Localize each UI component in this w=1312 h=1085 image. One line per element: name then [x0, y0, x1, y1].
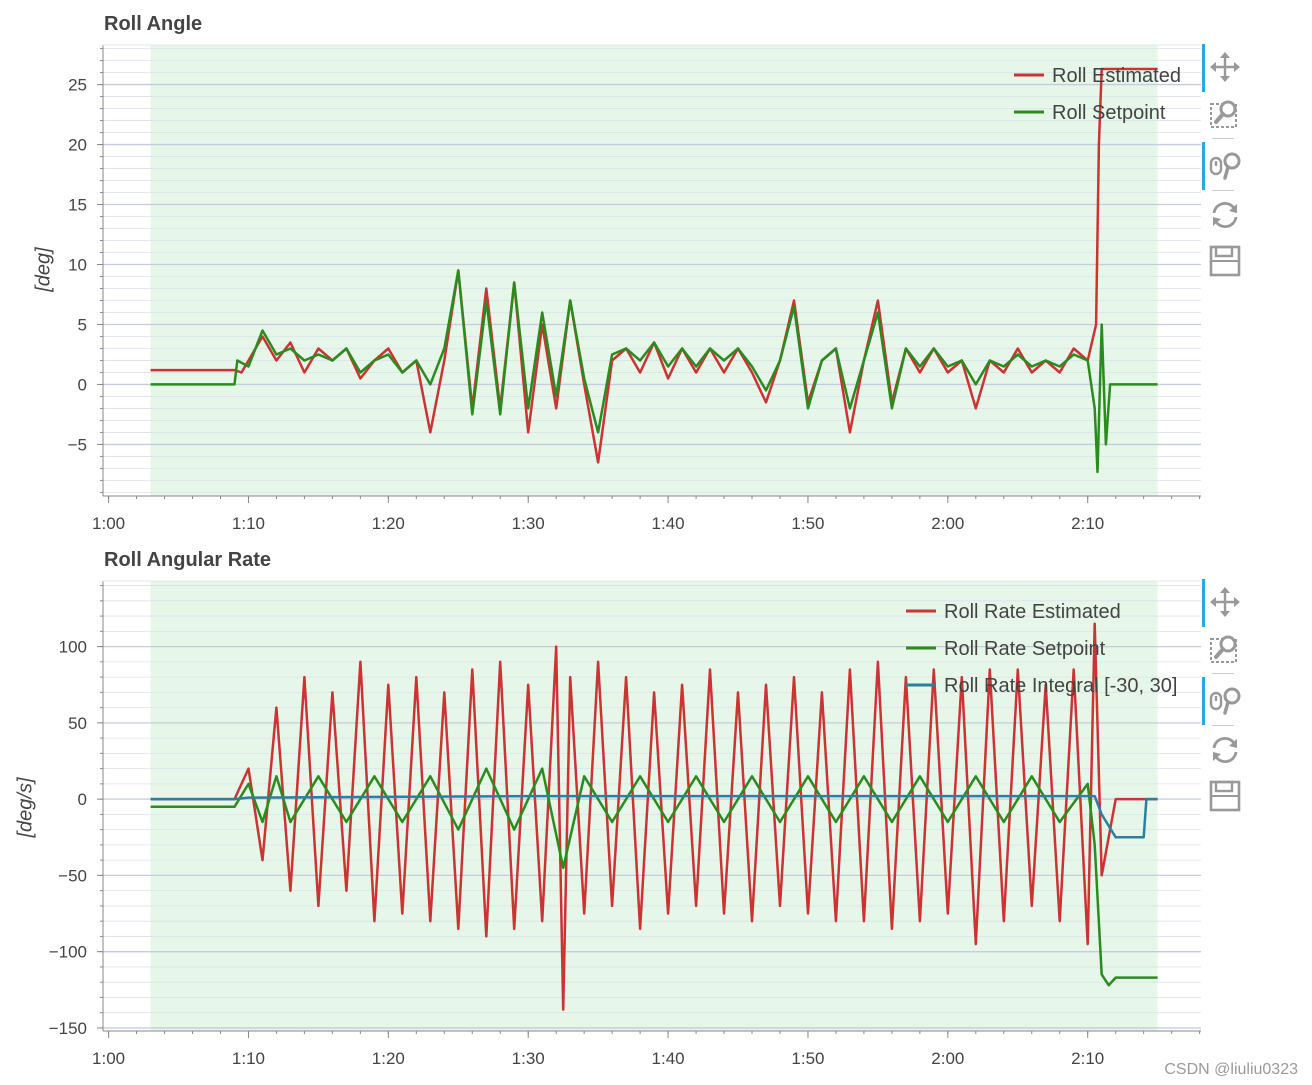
box-zoom-icon[interactable]: [1208, 96, 1242, 130]
roll-rate-title: Roll Angular Rate: [104, 549, 272, 571]
x-tick-label: 1:30: [512, 514, 545, 533]
watermark: CSDN @liuliu0323: [1164, 1061, 1298, 1078]
roll-angle-toolbar: [1202, 44, 1246, 294]
highlight-region: [150, 45, 1158, 496]
y-tick-label: −5: [68, 435, 87, 454]
legend-label: Roll Rate Integral [-30, 30]: [944, 675, 1177, 697]
x-tick-label: 1:40: [652, 514, 685, 533]
legend: Roll Estimated Roll Setpoint: [1014, 65, 1181, 124]
y-tick-label: 0: [78, 375, 87, 394]
x-tick-label: 1:10: [232, 514, 265, 533]
x-tick-label: 2:10: [1071, 1049, 1104, 1068]
reset-icon[interactable]: [1208, 733, 1242, 767]
y-tick-label: 100: [59, 638, 87, 657]
x-tick-label: 2:00: [931, 1049, 964, 1068]
x-tick-label: 2:00: [931, 514, 964, 533]
toolbar-separator: [1212, 725, 1234, 726]
y-tick-label: −150: [49, 1019, 87, 1038]
legend-label: Roll Setpoint: [1052, 102, 1166, 124]
x-tick-label: 1:20: [372, 1049, 405, 1068]
y-tick-label: 50: [68, 714, 87, 733]
toolbar-separator: [1212, 673, 1234, 674]
roll-angle-panel: Roll Angle [deg] 25 20 15 10 5 0 −5 1:00 1:10 1:2…: [0, 0, 1312, 540]
x-tick-label: 1:00: [92, 514, 125, 533]
y-tick-label: 15: [68, 196, 87, 215]
y-tick-label: 5: [78, 315, 87, 334]
x-tick-label: 1:50: [791, 1049, 824, 1068]
pan-active-indicator: [1202, 44, 1205, 92]
wheel-zoom-active-indicator: [1202, 677, 1205, 725]
series-line-roll-rate-integral-30-30: [150, 794, 1158, 839]
roll-angle-title: Roll Angle: [104, 13, 203, 35]
y-tick-label: 0: [78, 790, 87, 809]
roll-angle-chart[interactable]: 25 20 15 10 5 0 −5 1:00 1:10 1:20 1:30 1:40 1:50 2:00…: [0, 0, 1312, 540]
box-zoom-icon[interactable]: [1208, 631, 1242, 665]
legend: Roll Rate Estimated Roll Rate Setpoint Rol…: [906, 601, 1177, 697]
series-line-roll-setpoint: [150, 269, 1158, 474]
series-line-roll-estimated: [150, 67, 1158, 464]
y-tick-label: −50: [58, 866, 87, 885]
x-tick-label: 1:00: [92, 1049, 125, 1068]
x-tick-label: 2:10: [1071, 514, 1104, 533]
toolbar-separator: [1212, 190, 1234, 191]
legend-label: Roll Rate Setpoint: [944, 638, 1106, 660]
series-line-roll-rate-estimated: [150, 622, 1158, 1011]
legend-label: Roll Rate Estimated: [944, 601, 1121, 623]
reset-icon[interactable]: [1208, 198, 1242, 232]
x-tick-label: 1:50: [791, 514, 824, 533]
y-tick-label: 20: [68, 136, 87, 155]
legend-label: Roll Estimated: [1052, 65, 1181, 87]
pan-active-indicator: [1202, 579, 1205, 627]
roll-rate-toolbar: [1202, 579, 1246, 829]
toolbar-separator: [1212, 138, 1234, 139]
save-icon[interactable]: [1208, 244, 1242, 278]
y-tick-label: 10: [68, 256, 87, 275]
x-tick-label: 1:20: [372, 514, 405, 533]
y-tick-label: −100: [49, 943, 87, 962]
x-tick-label: 1:30: [512, 1049, 545, 1068]
wheel-zoom-active-indicator: [1202, 142, 1205, 190]
pan-icon[interactable]: [1208, 50, 1242, 84]
x-tick-label: 1:40: [652, 1049, 685, 1068]
wheel-zoom-icon[interactable]: [1208, 148, 1242, 182]
wheel-zoom-icon[interactable]: [1208, 683, 1242, 717]
roll-rate-chart[interactable]: 100 50 0 −50 −100 −150 1:00 1:10 1:20 1:30 1:40 1:5…: [0, 540, 1312, 1085]
series-line-roll-rate-setpoint: [150, 767, 1158, 987]
x-tick-label: 1:10: [232, 1049, 265, 1068]
highlight-region: [150, 581, 1158, 1031]
pan-icon[interactable]: [1208, 585, 1242, 619]
y-tick-label: 25: [68, 76, 87, 95]
save-icon[interactable]: [1208, 779, 1242, 813]
roll-rate-panel: Roll Angular Rate [deg/s] 100 50 0 −50 −100−…: [0, 540, 1312, 1085]
